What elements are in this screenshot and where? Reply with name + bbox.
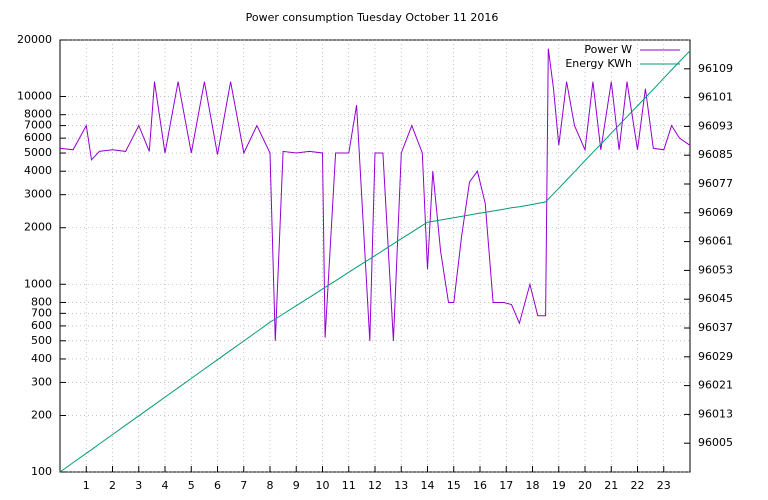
- y-tick-label: 100: [31, 465, 52, 478]
- y2-tick-label: 96029: [698, 350, 733, 363]
- y2-tick-label: 96069: [698, 206, 733, 219]
- series-line: [59, 48, 691, 341]
- x-tick-label: 11: [342, 479, 356, 492]
- x-tick-label: 20: [578, 479, 592, 492]
- x-tick-label: 15: [447, 479, 461, 492]
- y-tick-label: 600: [31, 319, 52, 332]
- y2-tick-label: 96053: [698, 263, 733, 276]
- chart-title: Power consumption Tuesday October 11 201…: [246, 11, 499, 24]
- y-tick-label: 10000: [17, 90, 52, 103]
- x-tick-label: 21: [604, 479, 618, 492]
- y-tick-label: 500: [31, 334, 52, 347]
- y-tick-label: 7000: [24, 119, 52, 132]
- x-tick-label: 18: [526, 479, 540, 492]
- y-tick-label: 400: [31, 352, 52, 365]
- y-tick-label: 5000: [24, 146, 52, 159]
- y-tick-label: 4000: [24, 164, 52, 177]
- y2-tick-label: 96093: [698, 119, 733, 132]
- x-tick-label: 4: [162, 479, 169, 492]
- legend-label: Power W: [584, 43, 632, 56]
- y-tick-label: 800: [31, 295, 52, 308]
- y-tick-label: 700: [31, 306, 52, 319]
- x-tick-label: 16: [473, 479, 487, 492]
- x-tick-label: 13: [394, 479, 408, 492]
- y2-tick-label: 96109: [698, 62, 733, 75]
- y2-tick-label: 96045: [698, 292, 733, 305]
- y-tick-label: 1000: [24, 277, 52, 290]
- x-tick-label: 19: [552, 479, 566, 492]
- x-tick-label: 8: [267, 479, 274, 492]
- y-tick-label: 2000: [24, 221, 52, 234]
- x-tick-label: 9: [293, 479, 300, 492]
- legend-label: Energy KWh: [565, 57, 632, 70]
- y-tick-label: 6000: [24, 131, 52, 144]
- y-tick-label: 3000: [24, 188, 52, 201]
- x-tick-label: 6: [214, 479, 221, 492]
- x-tick-label: 1: [83, 479, 90, 492]
- y2-tick-label: 96037: [698, 321, 733, 334]
- y2-tick-label: 96077: [698, 177, 733, 190]
- y2-tick-label: 96005: [698, 436, 733, 449]
- y-tick-label: 200: [31, 408, 52, 421]
- x-tick-label: 23: [657, 479, 671, 492]
- x-tick-label: 10: [316, 479, 330, 492]
- y2-tick-label: 96021: [698, 379, 733, 392]
- y2-tick-label: 96061: [698, 235, 733, 248]
- x-tick-label: 22: [631, 479, 645, 492]
- x-tick-label: 7: [240, 479, 247, 492]
- x-tick-label: 17: [499, 479, 513, 492]
- y-tick-label: 300: [31, 375, 52, 388]
- y-tick-label: 8000: [24, 108, 52, 121]
- y2-tick-label: 96013: [698, 407, 733, 420]
- x-tick-label: 5: [188, 479, 195, 492]
- y2-tick-label: 96101: [698, 91, 733, 104]
- x-tick-label: 14: [421, 479, 435, 492]
- y2-tick-label: 96085: [698, 148, 733, 161]
- x-tick-label: 12: [368, 479, 382, 492]
- series-line: [59, 50, 691, 473]
- x-tick-label: 3: [135, 479, 142, 492]
- y-tick-label: 20000: [17, 33, 52, 46]
- x-tick-label: 2: [109, 479, 116, 492]
